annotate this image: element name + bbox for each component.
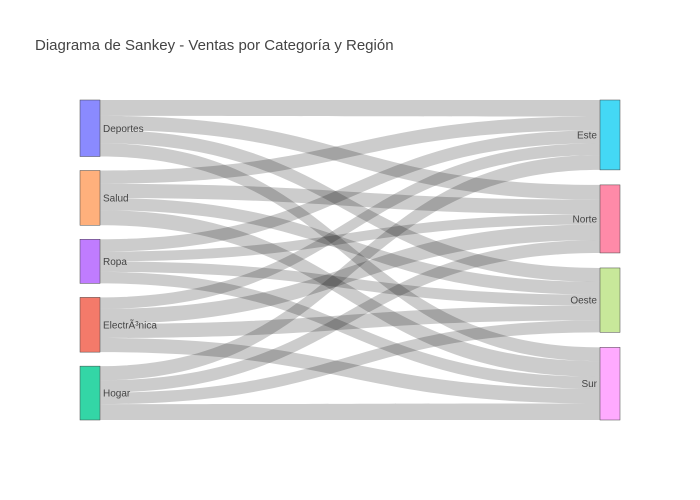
node-label-deportes: Deportes — [103, 124, 144, 135]
node-label-sur: Sur — [581, 379, 597, 390]
sankey-labels: Deportes Salud Ropa ElectrÃ³nica Hogar Este No… — [103, 124, 598, 400]
node-label-norte: Norte — [573, 214, 598, 225]
node-hogar[interactable] — [79, 365, 101, 421]
link-ropa-norte[interactable] — [100, 214, 600, 262]
link-deportes-este[interactable] — [100, 100, 600, 117]
link-salud-norte[interactable] — [100, 183, 600, 215]
link-electra-nica-oeste[interactable] — [100, 305, 600, 339]
node-ropa[interactable] — [79, 239, 101, 284]
link-hogar-norte[interactable] — [100, 240, 600, 393]
node-label-hogar: Hogar — [103, 389, 131, 400]
link-deportes-norte[interactable] — [100, 115, 600, 200]
link-deportes-sur[interactable] — [100, 143, 600, 362]
sankey-nodes — [79, 99, 621, 421]
chart-title: Diagrama de Sankey - Ventas por Categorí… — [35, 37, 394, 54]
link-hogar-oeste[interactable] — [100, 320, 600, 405]
sankey-links — [100, 100, 600, 420]
node-label-ropa: Ropa — [103, 257, 127, 268]
node-oeste[interactable] — [599, 267, 621, 333]
node-label-salud: Salud — [103, 193, 129, 204]
node-salud[interactable] — [79, 170, 101, 226]
node-norte[interactable] — [599, 184, 621, 254]
node-label-electra-nica: ElectrÃ³nica — [103, 318, 157, 331]
node-label-este: Este — [577, 130, 597, 141]
node-deportes[interactable] — [79, 99, 101, 157]
link-hogar-sur[interactable] — [100, 403, 600, 420]
link-salud-sur[interactable] — [100, 210, 600, 377]
node-sur[interactable] — [599, 347, 621, 421]
link-electra-nica-norte[interactable] — [100, 224, 600, 324]
link-deportes-oeste[interactable] — [100, 130, 600, 282]
node-este[interactable] — [599, 99, 621, 171]
link-electra-nica-sur[interactable] — [100, 338, 600, 404]
node-label-oeste: Oeste — [570, 296, 597, 307]
link-ropa-oeste[interactable] — [100, 261, 600, 306]
link-hogar-este[interactable] — [100, 155, 600, 381]
link-ropa-este[interactable] — [100, 130, 600, 252]
node-electra-nica[interactable] — [79, 297, 101, 353]
link-salud-oeste[interactable] — [100, 197, 600, 295]
link-salud-este[interactable] — [100, 116, 600, 184]
link-electra-nica-este[interactable] — [100, 143, 600, 309]
link-ropa-sur[interactable] — [100, 271, 600, 389]
